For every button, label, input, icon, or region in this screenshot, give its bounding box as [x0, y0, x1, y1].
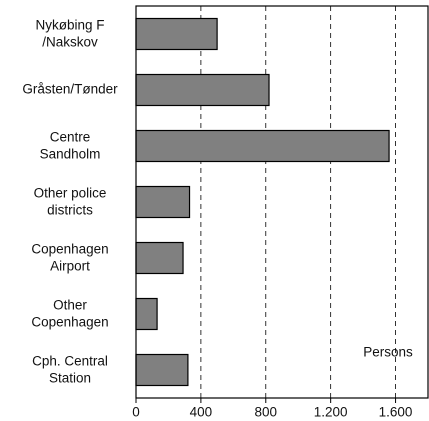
y-tick-label: Other Copenhagen	[31, 297, 108, 329]
x-tick-label: 1.200	[314, 405, 348, 420]
annotation: Persons	[363, 345, 413, 360]
bar	[135, 17, 218, 51]
bar	[135, 129, 390, 163]
y-tick-label: Copenhagen Airport	[31, 241, 108, 273]
plot-frame	[135, 5, 429, 399]
x-tick-label: 1.600	[379, 405, 413, 420]
bar	[135, 185, 191, 219]
y-tick-label: Other police districts	[34, 185, 107, 217]
y-tick-label: Cph. Central Station	[32, 353, 108, 385]
x-tick-label: 400	[190, 405, 213, 420]
bar	[135, 241, 184, 275]
bar	[135, 353, 189, 387]
y-tick-label: Centre Sandholm	[40, 129, 101, 161]
bar	[135, 73, 270, 107]
x-tick-label: 0	[132, 405, 140, 420]
y-tick-label: Nykøbing F/Nakskov	[35, 17, 104, 49]
y-tick-label: Gråsten/Tønder	[22, 82, 118, 97]
bar	[135, 297, 158, 331]
x-tick-label: 800	[255, 405, 278, 420]
